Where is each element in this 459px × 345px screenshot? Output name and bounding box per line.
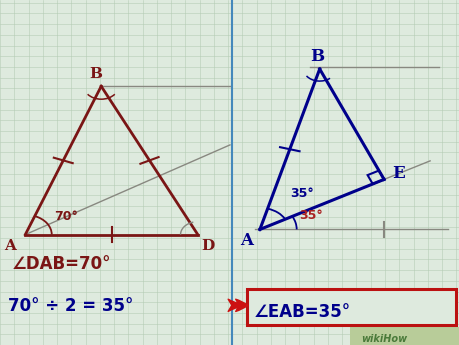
Text: D: D (201, 239, 214, 253)
Text: A: A (240, 232, 252, 249)
FancyBboxPatch shape (349, 327, 459, 345)
Text: 35°: 35° (289, 187, 313, 200)
Text: B: B (90, 67, 102, 81)
Text: 70°: 70° (54, 210, 78, 223)
Text: A: A (5, 239, 17, 253)
Text: 70° ÷ 2 = 35°: 70° ÷ 2 = 35° (8, 297, 134, 315)
Text: B: B (310, 48, 324, 66)
FancyBboxPatch shape (246, 289, 455, 325)
Text: 35°: 35° (298, 209, 322, 222)
Text: E: E (392, 165, 404, 182)
Text: ∠DAB=70°: ∠DAB=70° (11, 255, 111, 273)
Text: wikiHow: wikiHow (360, 334, 406, 344)
Text: ∠EAB=35°: ∠EAB=35° (253, 303, 350, 322)
